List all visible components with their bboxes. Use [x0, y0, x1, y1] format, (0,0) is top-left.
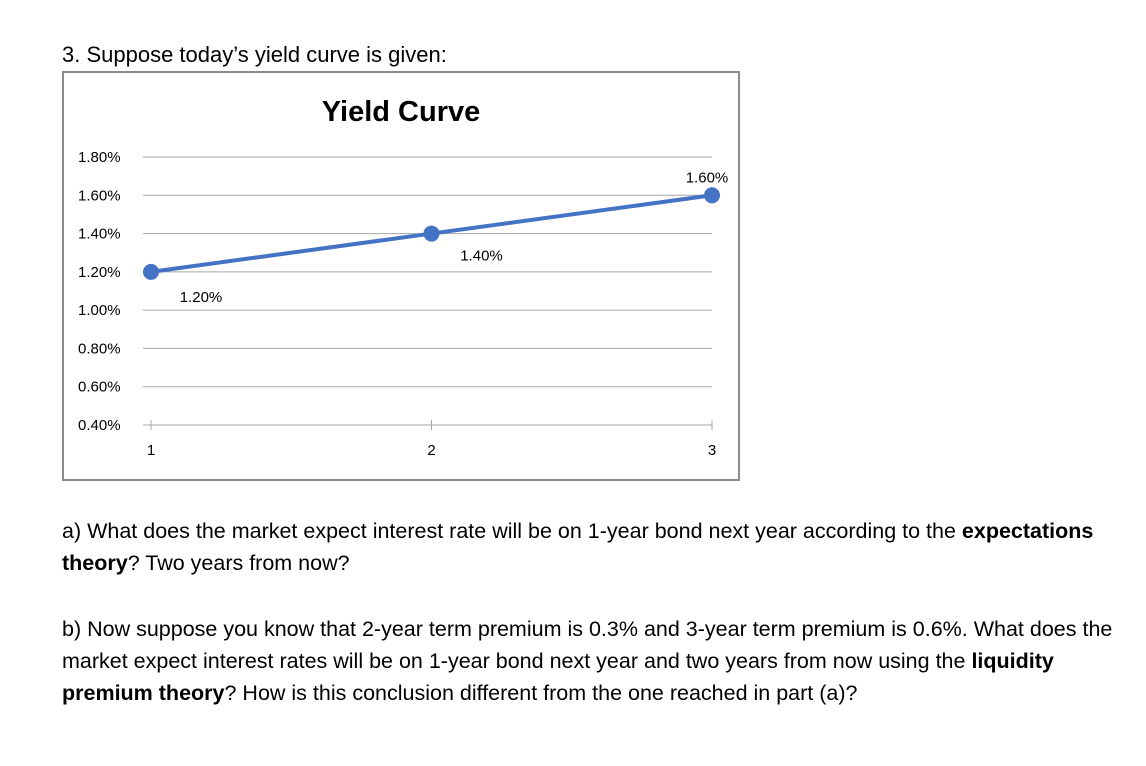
x-tick-label: 3 [708, 442, 716, 459]
chart-axes: 1.80% 1.60% 1.40% 1.20% 1.00% 0.80% 0.60% 0.40%… [78, 149, 716, 459]
y-tick-label: 1.20% [78, 264, 121, 281]
chart-data-labels: 1.20% 1.40% 1.60% [180, 169, 729, 306]
question-part-a: a) What does the market expect interest … [62, 515, 1132, 579]
data-point [143, 263, 159, 280]
chart-series [143, 187, 720, 280]
data-label: 1.40% [460, 248, 503, 265]
question-part-b: b) Now suppose you know that 2-year term… [62, 613, 1132, 709]
chart-gridlines [143, 156, 712, 426]
x-tick-label: 2 [427, 442, 435, 459]
question-heading: 3. Suppose today’s yield curve is given: [62, 42, 447, 67]
part-a-text-2: ? Two years from now? [127, 551, 350, 575]
y-tick-label: 1.60% [78, 187, 121, 204]
data-point [704, 187, 720, 204]
data-label: 1.20% [180, 289, 223, 306]
chart-title: Yield Curve [322, 96, 480, 128]
part-b-text-2: ? How is this conclusion different from … [224, 681, 858, 705]
y-tick-label: 1.40% [78, 226, 121, 243]
data-point [423, 225, 440, 242]
y-tick-label: 1.80% [78, 149, 121, 166]
data-label: 1.60% [686, 169, 729, 186]
x-tick-label: 1 [147, 442, 155, 459]
part-b-text-1: b) Now suppose you know that 2-year term… [62, 617, 1113, 673]
chart-canvas: Yield Curve 1.80% 1.60% 1.40% 1.20% 1.00% 0.8… [78, 96, 729, 459]
part-b-bold-term: liquidity premium theory [62, 649, 1054, 705]
part-a-bold-term: expectations theory [62, 519, 1094, 575]
y-tick-label: 0.60% [78, 379, 121, 396]
yield-curve-chart: Yield Curve 1.80% 1.60% 1.40% 1.20% 1.00% 0.8… [62, 71, 740, 481]
y-tick-label: 0.80% [78, 340, 121, 357]
y-tick-label: 0.40% [78, 417, 121, 434]
part-a-text-1: a) What does the market expect interest … [62, 519, 962, 543]
y-tick-label: 1.00% [78, 302, 121, 319]
